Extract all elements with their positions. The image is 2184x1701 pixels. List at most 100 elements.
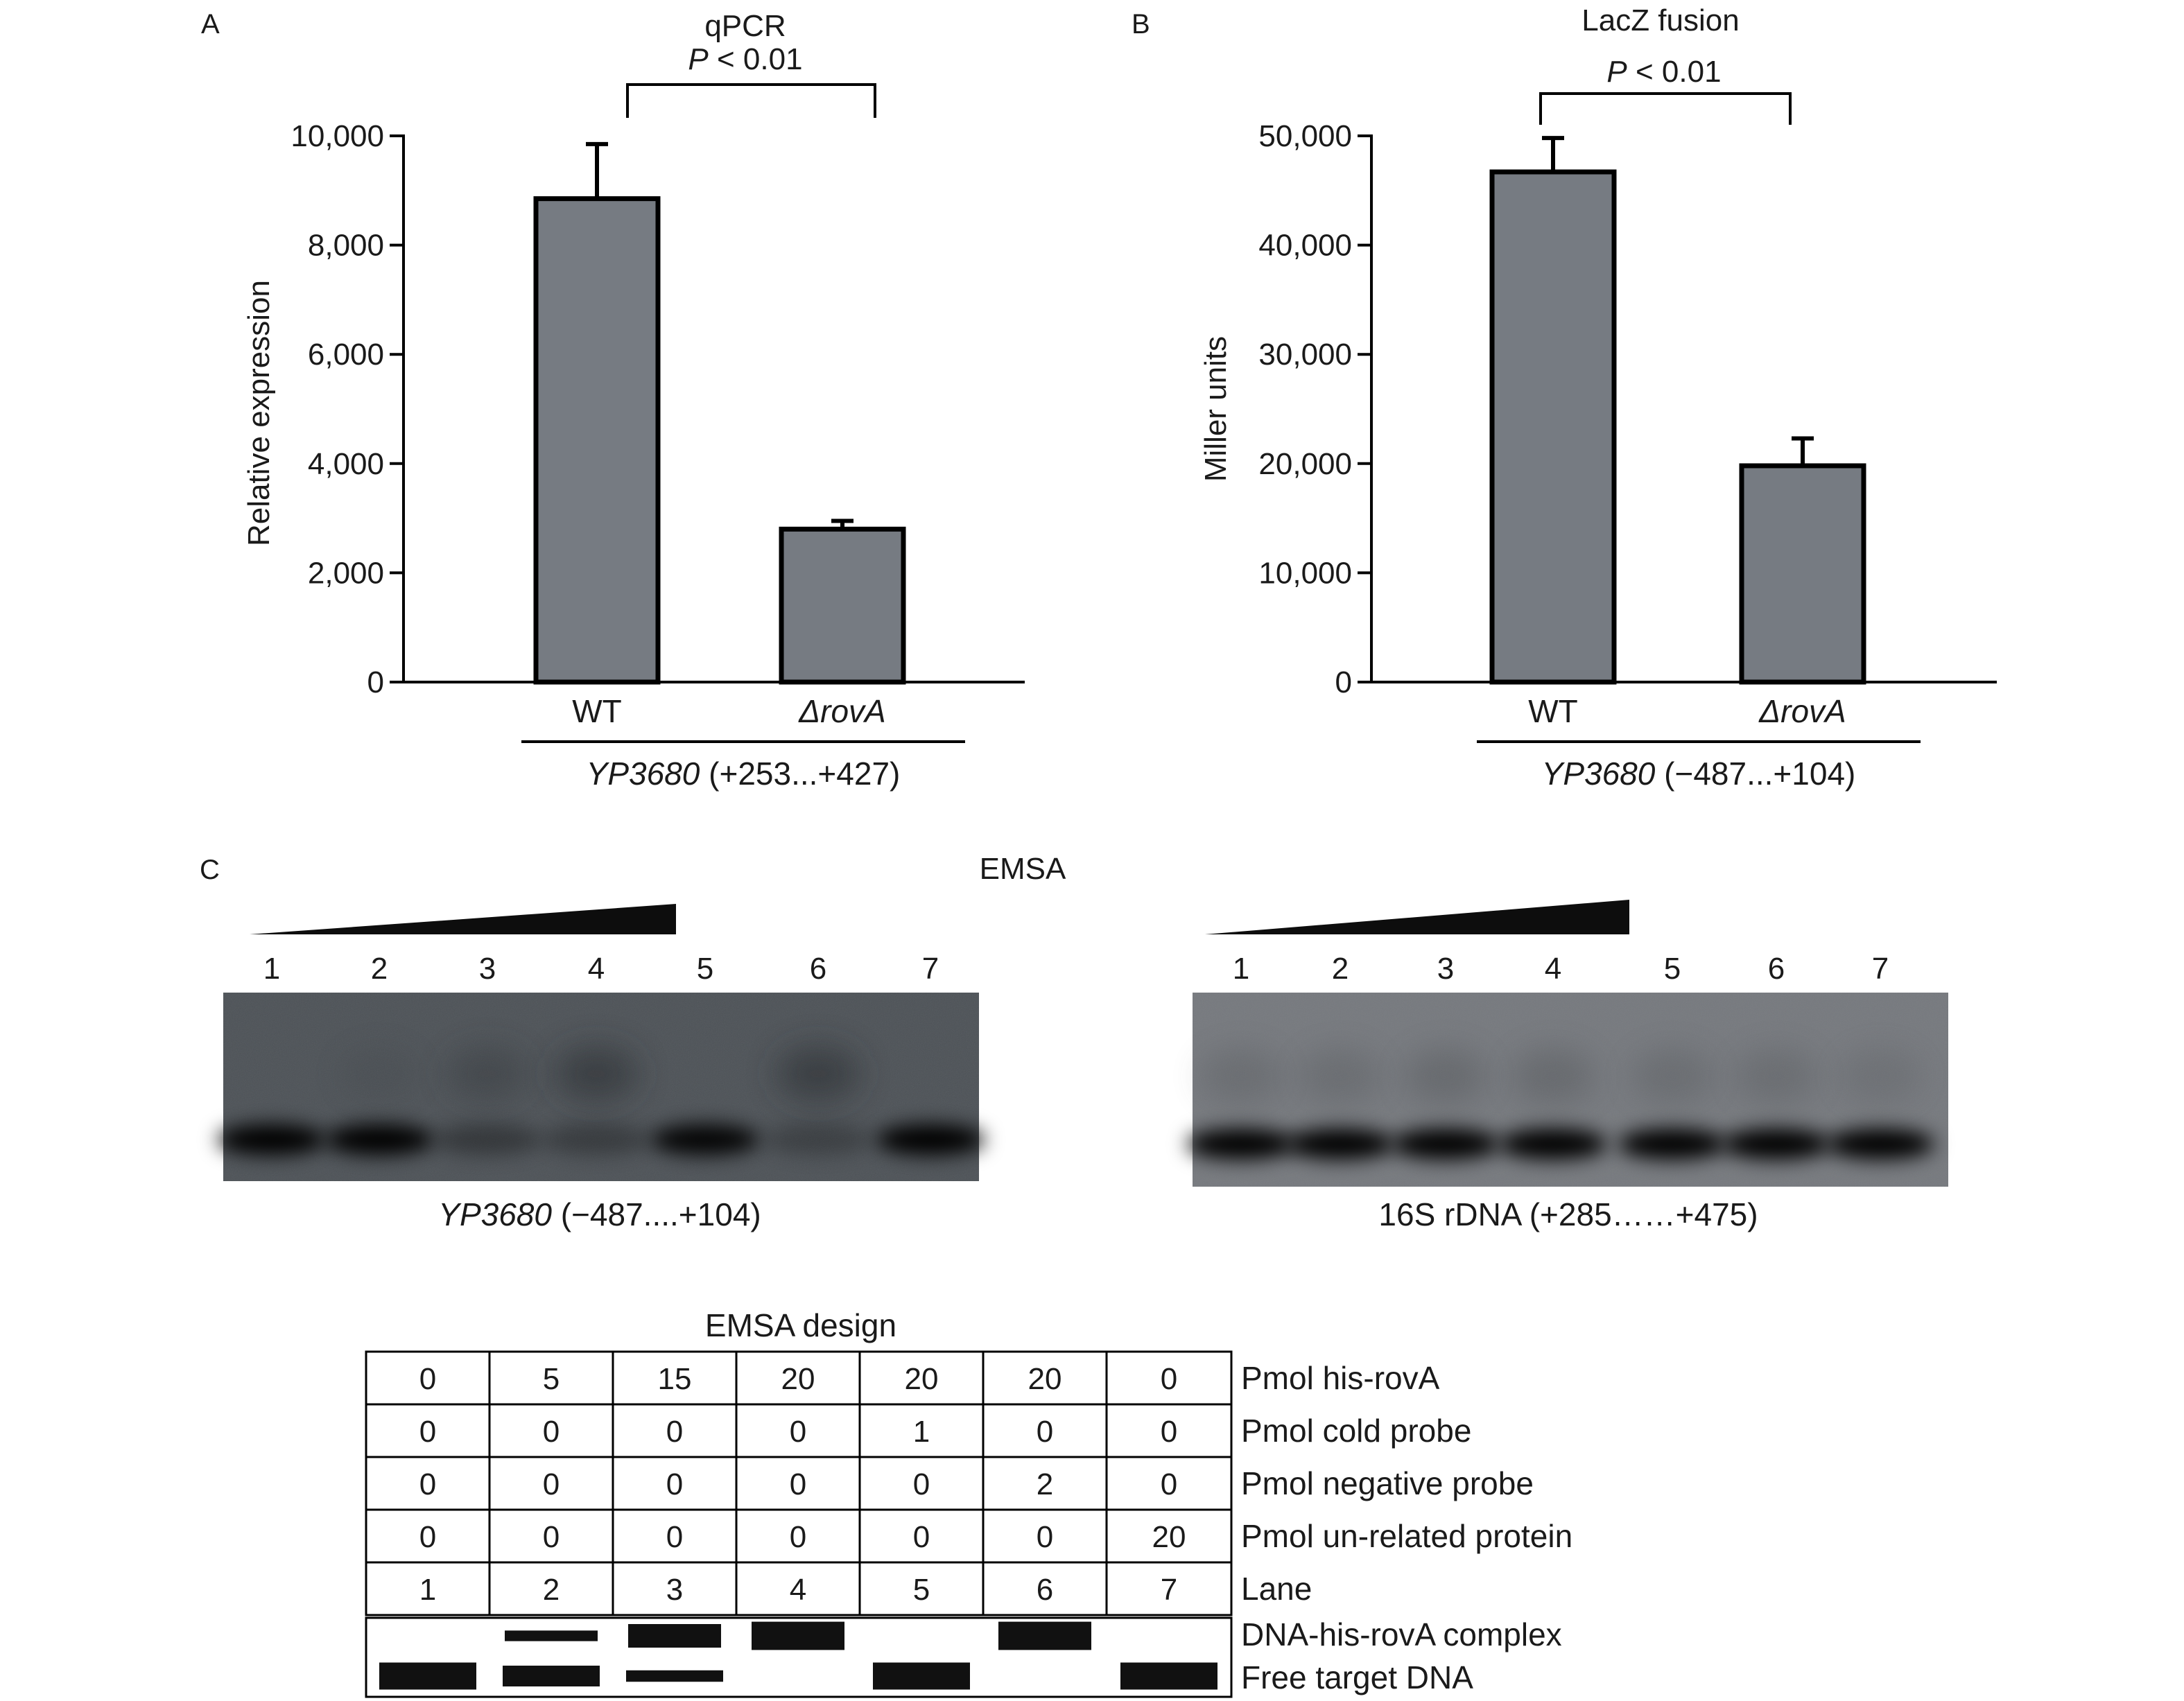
complex-band [1839, 1048, 1922, 1104]
panel-b-significance: P < 0.01 [1606, 55, 1721, 89]
free-dna-band [1286, 1128, 1394, 1160]
lane-number: 6 [810, 952, 826, 986]
free-dna-band [764, 1124, 872, 1155]
free-dna-band [325, 1124, 433, 1155]
gel-2-caption: 16S rDNA (+285……+475) [1378, 1196, 1758, 1232]
lane-number: 3 [1437, 952, 1454, 986]
emsa-design-schematic: DNA-his-rovA complex Free target DNA [365, 1616, 1562, 1698]
y-tick-label: 0 [1335, 665, 1352, 699]
complex-band [446, 1045, 529, 1101]
panel-a-group-label: YP3680 (+253...+427) [587, 756, 901, 792]
panel-b-bars [1489, 136, 1866, 685]
panel-a-p-symbol: P [688, 42, 709, 76]
free-dna-band [1618, 1128, 1726, 1160]
table-cell: 0 [913, 1467, 930, 1501]
lane-number: 2 [1332, 952, 1349, 986]
panel-a-letter: A [201, 9, 220, 40]
table-row-label: Pmol negative probe [1241, 1465, 1534, 1501]
table-cell: 0 [790, 1415, 806, 1449]
free-dna-band [1826, 1128, 1934, 1160]
panel-a-axes [402, 134, 1025, 683]
bar-rova [779, 526, 906, 685]
table-cell: 0 [790, 1467, 806, 1501]
bar-wt [1489, 169, 1617, 685]
schematic-complex-band [628, 1624, 721, 1648]
table-cell: 0 [543, 1467, 560, 1501]
free-dna-band [218, 1124, 326, 1155]
lane-number: 1 [263, 952, 280, 986]
panel-a-p-value: < 0.01 [709, 42, 803, 76]
lane-number: 6 [1768, 952, 1785, 986]
panel-c: C EMSA 1 2 3 4 5 6 7 YP3680 (−487....+104) 1 2 3… [200, 852, 1948, 1698]
complex-band [1631, 1048, 1714, 1104]
table-cell: 5 [913, 1573, 930, 1607]
gel-1-bands [218, 1045, 985, 1155]
table-cell: 0 [543, 1520, 560, 1554]
panel-a-group-gene: YP3680 [587, 756, 700, 792]
schematic-complex-band [505, 1630, 598, 1641]
table-cell: 0 [419, 1362, 436, 1396]
lane-number: 2 [371, 952, 388, 986]
panel-a-y-axis-label: Relative expression [242, 280, 276, 546]
table-border [365, 1350, 1233, 1616]
category-label: ΔrovA [798, 693, 885, 729]
panel-b-letter: B [1132, 9, 1150, 40]
gel-1-protein-gradient-wedge [250, 904, 676, 934]
schematic-free-band [503, 1666, 600, 1686]
complex-band [1511, 1048, 1595, 1104]
lane-number: 5 [1664, 952, 1681, 986]
table-cell: 0 [1161, 1467, 1177, 1501]
panel-b-categories: WT ΔrovA [1528, 693, 1846, 729]
table-row-label: Pmol his-rovA [1241, 1360, 1440, 1396]
table-cell: 0 [1037, 1520, 1053, 1554]
table-cell: 20 [781, 1362, 815, 1396]
panel-a-significance-bracket [626, 83, 876, 118]
complex-band [1199, 1048, 1283, 1104]
lane-number: 4 [588, 952, 605, 986]
lane-number: 3 [479, 952, 496, 986]
table-cell: 1 [419, 1573, 436, 1607]
panel-b-axes [1370, 134, 1997, 683]
y-tick-label: 50,000 [1258, 119, 1352, 153]
table-cell: 20 [1028, 1362, 1062, 1396]
y-tick-label: 2,000 [308, 556, 384, 590]
free-dna-band [876, 1124, 985, 1155]
table-cell: 0 [419, 1415, 436, 1449]
panel-b-p-symbol: P [1606, 55, 1627, 89]
panel-b-p-value: < 0.01 [1627, 55, 1722, 89]
schematic-complex-label: DNA-his-rovA complex [1241, 1616, 1562, 1652]
free-dna-band [542, 1124, 650, 1155]
category-label: WT [572, 693, 622, 729]
gel-2-protein-gradient-wedge [1205, 900, 1629, 934]
panel-a-group-range: (+253...+427) [700, 756, 900, 792]
lane-number: 7 [1872, 952, 1889, 986]
panel-b-group-range: (−487...+104) [1655, 756, 1855, 792]
complex-band [777, 1045, 860, 1101]
free-dna-band [433, 1124, 541, 1155]
gel-1-caption-range: (−487....+104) [552, 1196, 761, 1232]
schematic-free-label: Free target DNA [1241, 1659, 1473, 1695]
panel-b-significance-bracket [1539, 92, 1792, 125]
y-tick-label: 10,000 [1258, 556, 1352, 590]
table-row-label: Pmol un-related protein [1241, 1518, 1572, 1554]
table-cell: 0 [1161, 1362, 1177, 1396]
complex-band [1735, 1048, 1818, 1104]
panel-b-group-gene: YP3680 [1542, 756, 1656, 792]
schematic-free-band [1120, 1662, 1217, 1690]
y-tick-label: 0 [367, 665, 384, 699]
table-cell: 0 [666, 1467, 683, 1501]
y-tick-label: 10,000 [291, 119, 384, 153]
panel-a: A qPCR P < 0.01 Relative expression 0 2,0… [201, 9, 1025, 792]
gel-1-caption: YP3680 (−487....+104) [438, 1196, 761, 1232]
table-cell: 4 [790, 1573, 806, 1607]
free-dna-band [651, 1124, 759, 1155]
panel-b-y-ticks: 0 10,000 20,000 30,000 40,000 50,000 [1258, 119, 1371, 699]
table-cell: 0 [913, 1520, 930, 1554]
table-cell: 2 [543, 1573, 560, 1607]
category-label: WT [1528, 693, 1578, 729]
table-row-label: Pmol cold probe [1241, 1413, 1471, 1449]
table-cell: 1 [913, 1415, 930, 1449]
table-cell: 3 [666, 1573, 683, 1607]
